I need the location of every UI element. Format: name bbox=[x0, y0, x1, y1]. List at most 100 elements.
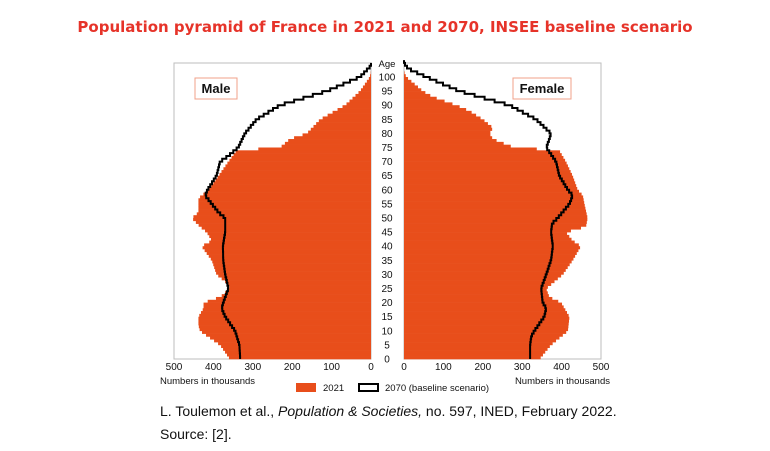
bar-2021-male-age-90 bbox=[346, 102, 371, 106]
age-tick-0: 0 bbox=[384, 355, 390, 366]
bar-2021-female-age-63 bbox=[404, 178, 575, 182]
bar-2021-male-age-64 bbox=[217, 175, 371, 179]
bar-2021-female-age-21 bbox=[404, 296, 553, 301]
bar-2021-male-age-46 bbox=[201, 226, 371, 230]
age-tick-25: 25 bbox=[381, 284, 393, 295]
bar-2021-female-age-3 bbox=[404, 347, 548, 351]
bar-2021-female-age-50 bbox=[404, 215, 588, 219]
bar-2021-male-age-13 bbox=[198, 319, 371, 323]
bar-2021-male-age-17 bbox=[202, 308, 371, 312]
age-tick-5: 5 bbox=[384, 340, 390, 351]
age-tick-45: 45 bbox=[381, 228, 393, 239]
bar-2021-male-age-54 bbox=[198, 203, 371, 208]
bar-2021-female-age-25 bbox=[404, 285, 548, 289]
bar-2021-male-age-49 bbox=[193, 218, 371, 222]
bar-2021-male-age-85 bbox=[322, 116, 371, 120]
bar-2021-female-age-71 bbox=[404, 155, 564, 160]
bar-2021-male-age-57 bbox=[200, 195, 371, 199]
bar-2021-male-age-50 bbox=[193, 215, 371, 219]
bar-2021-male-age-41 bbox=[209, 240, 371, 244]
lines-2070 bbox=[204, 60, 574, 359]
bar-2021-female-age-87 bbox=[404, 110, 472, 114]
bar-2021-male-age-27 bbox=[225, 280, 371, 284]
bar-2021-female-age-69 bbox=[404, 161, 567, 165]
bar-2021-female-age-38 bbox=[404, 249, 579, 253]
bar-2021-male-age-48 bbox=[195, 220, 371, 224]
bar-2021-male-age-93 bbox=[355, 93, 371, 98]
bar-2021-female-age-28 bbox=[404, 277, 558, 281]
bar-2021-female-age-101 bbox=[404, 71, 405, 75]
female-label: Female bbox=[520, 81, 565, 96]
bar-2021-male-age-80 bbox=[308, 130, 371, 134]
age-tick-65: 65 bbox=[381, 171, 393, 182]
bar-2021-male-age-84 bbox=[318, 119, 371, 123]
bar-2021-female-age-97 bbox=[404, 82, 415, 86]
bar-2021-female-age-46 bbox=[404, 226, 582, 230]
bar-2021-male-age-95 bbox=[360, 88, 371, 92]
bar-2021-female-age-51 bbox=[404, 212, 587, 216]
age-tick-95: 95 bbox=[381, 87, 393, 98]
bar-2021-male-age-34 bbox=[212, 260, 371, 264]
bar-2021-male-age-63 bbox=[215, 178, 371, 182]
bar-2021-female-age-53 bbox=[404, 206, 586, 210]
bar-2021-male-age-75 bbox=[281, 144, 371, 148]
bar-2021-male-age-96 bbox=[362, 85, 371, 89]
bar-2021-male-age-51 bbox=[196, 212, 371, 216]
bar-2021-male-age-40 bbox=[204, 243, 371, 247]
bar-2021-male-age-24 bbox=[228, 288, 371, 292]
bar-2021-male-age-88 bbox=[337, 108, 371, 112]
bar-2021-male-age-72 bbox=[233, 153, 371, 157]
bar-2021-male-age-68 bbox=[225, 164, 371, 168]
bar-2021-female-age-31 bbox=[404, 268, 566, 272]
bar-2021-male-age-65 bbox=[219, 172, 371, 176]
bar-2021-male-age-52 bbox=[198, 209, 371, 213]
bar-2021-male-age-86 bbox=[327, 113, 371, 117]
bar-2021-female-age-78 bbox=[404, 136, 493, 140]
bar-2021-male-age-22 bbox=[221, 294, 371, 298]
bar-2021-male-age-55 bbox=[198, 201, 371, 205]
bar-2021-female-age-85 bbox=[404, 116, 481, 120]
bar-2021-male-age-11 bbox=[198, 325, 371, 329]
female-label-box bbox=[512, 77, 572, 100]
line-2070-female bbox=[403, 60, 574, 359]
bar-2021-male-age-69 bbox=[227, 161, 371, 165]
bar-2021-male-age-7 bbox=[210, 336, 371, 340]
bar-2021-female-age-34 bbox=[404, 260, 572, 264]
bar-2021-female-age-47 bbox=[404, 223, 587, 227]
bar-2021-female-age-99 bbox=[404, 77, 409, 81]
bar-2021-female-age-43 bbox=[404, 234, 570, 239]
bar-2021-female-age-15 bbox=[404, 313, 569, 317]
bar-2021-male-age-92 bbox=[352, 96, 371, 100]
bar-2021-female-age-42 bbox=[404, 237, 572, 241]
bar-2021-female-age-1 bbox=[404, 353, 543, 357]
legend-label-2021: 2021 bbox=[323, 383, 344, 394]
bar-2021-male-age-31 bbox=[215, 268, 371, 272]
bar-2021-female-age-24 bbox=[404, 288, 547, 292]
bar-2021-male-age-9 bbox=[202, 330, 371, 334]
bar-2021-female-age-58 bbox=[404, 192, 582, 196]
bar-2021-male-age-4 bbox=[221, 344, 371, 349]
bar-2021-male-age-25 bbox=[229, 285, 371, 289]
bar-2021-male-age-76 bbox=[284, 141, 371, 145]
bar-2021-male-age-18 bbox=[203, 305, 371, 309]
bar-2021-female-age-19 bbox=[404, 302, 563, 306]
bar-2021-female-age-72 bbox=[404, 153, 562, 157]
bar-2021-female-age-9 bbox=[404, 330, 567, 334]
bar-2021-female-age-17 bbox=[404, 308, 566, 312]
age-tick-30: 30 bbox=[381, 270, 393, 281]
bar-2021-female-age-79 bbox=[404, 133, 491, 137]
bar-2021-male-age-70 bbox=[229, 158, 371, 162]
bar-2021-male-age-6 bbox=[214, 339, 371, 343]
bar-2021-female-age-89 bbox=[404, 105, 460, 109]
age-tick-10: 10 bbox=[381, 326, 393, 337]
bar-2021-female-age-22 bbox=[404, 294, 549, 298]
bar-2021-female-age-30 bbox=[404, 271, 564, 275]
bar-2021-male-age-62 bbox=[213, 181, 371, 185]
bar-2021-female-age-48 bbox=[404, 220, 587, 224]
bar-2021-female-age-82 bbox=[404, 124, 492, 129]
bar-2021-female-age-11 bbox=[404, 325, 569, 329]
age-tick-55: 55 bbox=[381, 199, 393, 210]
age-tick-90: 90 bbox=[381, 101, 393, 112]
bars-2021 bbox=[193, 71, 588, 360]
